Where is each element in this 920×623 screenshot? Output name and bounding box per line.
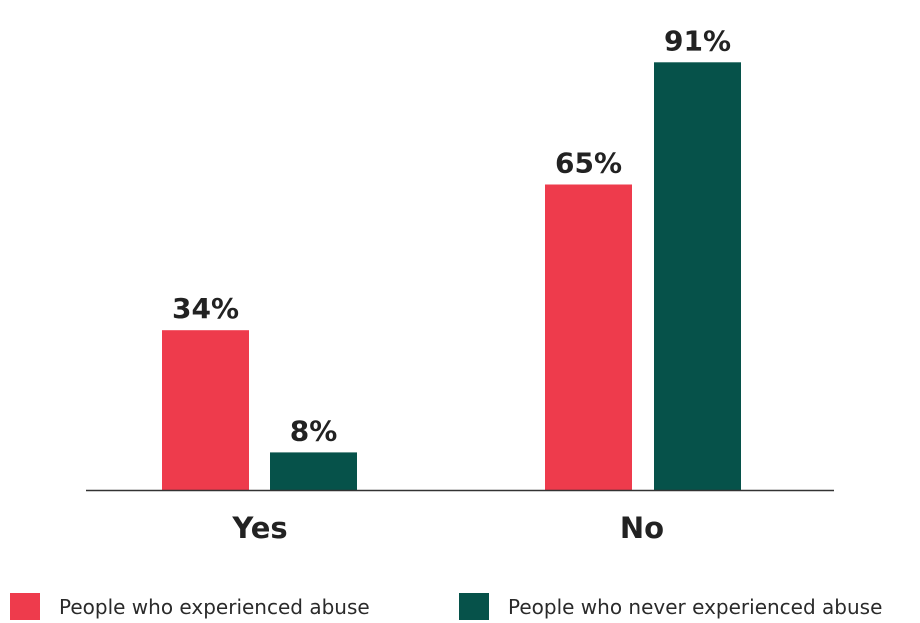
data-label-no-series-2: 91%: [664, 24, 731, 57]
bar-yes-series-1: [162, 330, 249, 490]
legend-label-never-experienced: People who never experienced abuse: [508, 594, 883, 619]
bar-no-series-2: [654, 62, 741, 491]
data-label-no-series-1: 65%: [555, 147, 622, 180]
x-tick-label-yes: Yes: [231, 511, 287, 545]
legend-label-experienced: People who experienced abuse: [59, 594, 370, 619]
legend: People who experienced abuse People who …: [0, 593, 920, 623]
data-label-yes-series-1: 34%: [172, 292, 239, 325]
legend-item-never-experienced: People who never experienced abuse: [459, 593, 882, 620]
legend-item-experienced: People who experienced abuse: [10, 593, 370, 620]
x-tick-label-no: No: [620, 511, 664, 545]
bar-no-series-1: [545, 184, 632, 490]
legend-swatch-never-experienced: [459, 593, 489, 620]
legend-swatch-experienced: [10, 593, 40, 620]
bar-chart: 34% 8% Yes 65% 91% No: [86, 24, 834, 545]
data-label-yes-series-2: 8%: [290, 414, 338, 447]
bar-yes-series-2: [270, 452, 357, 490]
